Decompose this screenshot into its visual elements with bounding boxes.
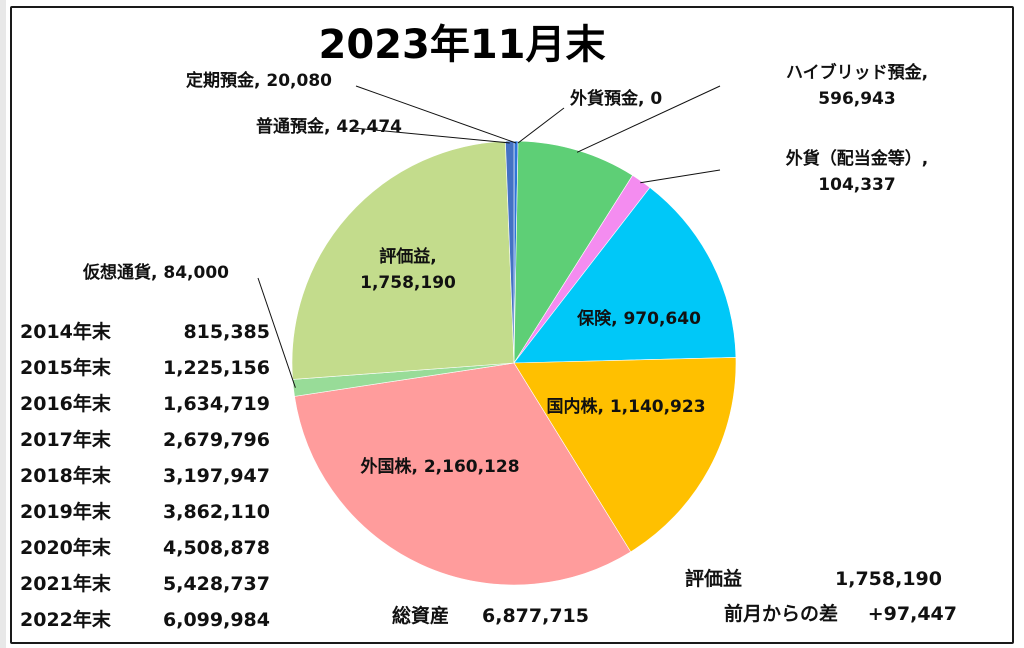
total-label: 総資産 (392, 604, 449, 627)
slice-label: 外貨（配当金等）, (786, 148, 928, 169)
pie-slice (513, 187, 737, 364)
history-value: 815,385 (183, 321, 270, 343)
leader-line (257, 277, 296, 388)
history-year: 2018年末 (20, 464, 112, 487)
slice-labels: 定期預金, 20,080 外貨預金, 0 ハイブリッド預金, 596,943 外貨（配当… (82, 62, 928, 477)
history-year: 2019年末 (20, 500, 112, 523)
diff-value: +97,447 (868, 603, 957, 625)
total-value: 6,877,715 (482, 605, 589, 627)
chart-title: 2023年11月末 (319, 22, 606, 68)
history-year: 2020年末 (20, 536, 112, 559)
slice-label: 596,943 (818, 89, 895, 109)
pie-slice (294, 362, 632, 586)
history-year: 2022年末 (20, 608, 112, 631)
history-value: 3,197,947 (163, 465, 270, 487)
slice-label: 仮想通貨, 84,000 (82, 262, 229, 283)
slice-label: 外国株, 2,160,128 (360, 456, 519, 477)
history-year: 2017年末 (20, 428, 112, 451)
pie-slices (291, 140, 737, 586)
history-year: 2015年末 (20, 356, 112, 379)
history-list: 2014年末 815,385 2015年末 1,225,156 2016年末 1,634,… (20, 320, 270, 631)
history-value: 4,508,878 (163, 537, 270, 559)
gain-label: 評価益 (685, 567, 742, 590)
history-year: 2021年末 (20, 572, 112, 595)
history-year: 2014年末 (20, 320, 112, 343)
history-value: 1,225,156 (163, 357, 270, 379)
pie-slice (513, 140, 634, 365)
diff-label: 前月からの差 (724, 602, 838, 625)
leader-line (355, 85, 517, 144)
slice-label: 普通預金, 42,474 (256, 116, 402, 137)
pie-slice (291, 140, 515, 380)
leader-lines (257, 85, 721, 388)
history-value: 3,862,110 (163, 501, 270, 523)
slice-label: 104,337 (818, 175, 895, 195)
summary-block: 評価益 1,758,190 前月からの差 +97,447 総資産 6,877,7… (392, 567, 957, 627)
history-value: 1,634,719 (163, 393, 270, 415)
history-year: 2016年末 (20, 392, 112, 415)
slice-label: 外貨預金, 0 (570, 88, 662, 109)
slice-label: 評価益, (379, 246, 436, 267)
slice-label: 保険, 970,640 (576, 308, 701, 329)
slice-label: 国内株, 1,140,923 (546, 396, 705, 417)
slice-label: 1,758,190 (360, 273, 456, 293)
leader-line (353, 127, 510, 144)
slice-label: 定期預金, 20,080 (186, 70, 332, 91)
leader-line (640, 169, 721, 184)
history-value: 2,679,796 (163, 429, 270, 451)
leader-line (517, 107, 565, 144)
pie-slice (513, 357, 737, 553)
slice-label: ハイブリッド預金, (786, 62, 928, 83)
gain-value: 1,758,190 (835, 568, 942, 590)
leader-line (576, 85, 721, 153)
sheet-gridline (0, 0, 6, 648)
history-value: 6,099,984 (163, 609, 270, 631)
history-value: 5,428,737 (163, 573, 270, 595)
